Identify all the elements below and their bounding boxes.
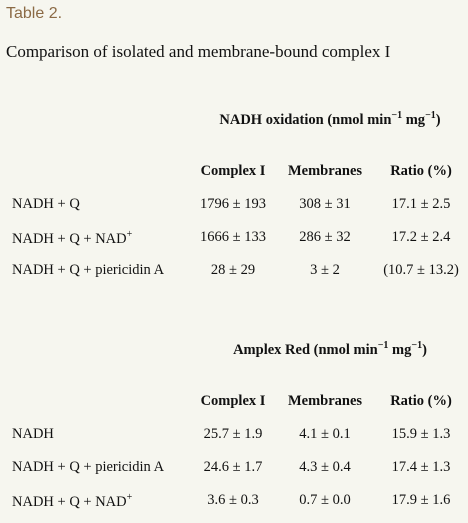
row-label: NADH bbox=[12, 426, 54, 443]
cell: 17.9 ± 1.6 bbox=[391, 492, 451, 508]
cell: 24.6 ± 1.7 bbox=[203, 459, 263, 475]
header-part: −1 bbox=[425, 110, 436, 121]
cell: 1666 ± 133 bbox=[200, 229, 266, 245]
cell: 17.1 ± 2.5 bbox=[391, 196, 451, 212]
header-part: mg bbox=[402, 112, 426, 128]
cell: 0.7 ± 0.0 bbox=[299, 492, 351, 508]
row-label-text: NADH + Q bbox=[12, 196, 80, 212]
header-part: ) bbox=[435, 112, 441, 128]
row-label: NADH + Q bbox=[12, 196, 80, 213]
header-part: ) bbox=[422, 342, 427, 358]
header-part: −1 bbox=[411, 340, 423, 351]
header-part: −1 bbox=[391, 110, 403, 121]
row-label-sup: + bbox=[126, 229, 133, 240]
column-header: Membranes bbox=[287, 163, 363, 179]
row-label: NADH + Q + piericidin A bbox=[12, 459, 164, 476]
row-label: NADH + Q + NAD+ bbox=[12, 492, 132, 511]
group-header: NADH oxidation (nmol min−1 mg−1) bbox=[219, 110, 440, 129]
header-part: NADH oxidation (nmol min bbox=[219, 112, 392, 128]
column-header: Membranes bbox=[287, 393, 363, 409]
column-header: Ratio (%) bbox=[390, 393, 452, 409]
row-label-text: NADH + Q + piericidin A bbox=[12, 262, 165, 278]
column-header: Ratio (%) bbox=[390, 163, 452, 179]
row-label-text: NADH bbox=[12, 426, 54, 442]
row-label: NADH + Q + NAD+ bbox=[12, 229, 132, 248]
group-header: Amplex Red (nmol min−1 mg−1) bbox=[233, 340, 427, 359]
row-label-text: NADH + Q + NAD bbox=[12, 231, 127, 247]
cell: 4.1 ± 0.1 bbox=[299, 426, 351, 442]
header-part: Amplex Red (nmol min bbox=[233, 342, 378, 358]
row-label-text: NADH + Q + piericidin A bbox=[12, 459, 165, 475]
cell: 17.2 ± 2.4 bbox=[391, 229, 451, 245]
cell: 1796 ± 193 bbox=[200, 196, 266, 212]
cell: 308 ± 31 bbox=[299, 196, 351, 212]
row-label: NADH + Q + piericidin A bbox=[12, 262, 164, 279]
cell: 17.4 ± 1.3 bbox=[391, 459, 451, 475]
cell: (10.7 ± 13.2) bbox=[383, 262, 459, 278]
column-header: Complex I bbox=[200, 393, 266, 409]
cell: 28 ± 29 bbox=[210, 262, 256, 278]
table-caption: Comparison of isolated and membrane-boun… bbox=[6, 42, 391, 61]
cell: 15.9 ± 1.3 bbox=[391, 426, 451, 442]
table-label: Table 2. bbox=[6, 5, 63, 22]
cell: 3 ± 2 bbox=[310, 262, 340, 278]
cell: 3.6 ± 0.3 bbox=[207, 492, 259, 508]
header-part: mg bbox=[388, 342, 412, 358]
cell: 25.7 ± 1.9 bbox=[203, 426, 263, 442]
column-header: Complex I bbox=[200, 163, 266, 179]
cell: 4.3 ± 0.4 bbox=[299, 459, 351, 475]
cell: 286 ± 32 bbox=[299, 229, 351, 245]
row-label-sup: + bbox=[126, 492, 133, 503]
header-part: −1 bbox=[377, 340, 389, 351]
row-label-text: NADH + Q + NAD bbox=[12, 494, 127, 510]
